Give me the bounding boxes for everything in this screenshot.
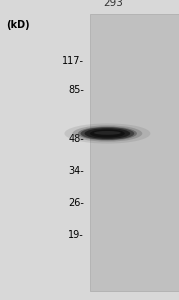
Text: 293: 293 [103,0,123,8]
Text: (kD): (kD) [6,20,30,31]
Ellipse shape [94,131,121,135]
Text: 26-: 26- [68,197,84,208]
Text: 85-: 85- [68,85,84,95]
Ellipse shape [78,127,137,140]
Ellipse shape [81,127,134,140]
Text: 34-: 34- [68,166,84,176]
Text: 48-: 48- [68,134,84,145]
Text: 19-: 19- [68,230,84,241]
Ellipse shape [72,125,142,142]
FancyBboxPatch shape [90,14,179,291]
Ellipse shape [90,129,125,138]
Text: 117-: 117- [62,56,84,67]
Ellipse shape [84,128,130,139]
Ellipse shape [64,123,150,144]
